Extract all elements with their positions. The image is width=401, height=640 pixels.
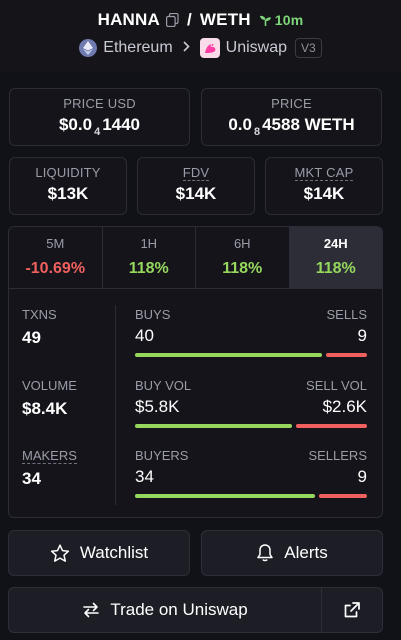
buy-sell-volume-metric: BUY VOL SELL VOL $5.8K $2.6K <box>135 378 367 428</box>
alerts-button[interactable]: Alerts <box>201 530 383 576</box>
market-cap-card: MKT CAP $14K <box>265 157 383 215</box>
volume-value: $8.4K <box>22 399 68 418</box>
trading-stats-panel: 5M -10.69% 1H 118% 6H 118% 24H 118% TXNS… <box>8 226 383 518</box>
buyers-sellers-bar <box>135 494 367 498</box>
price-usd-label: PRICE USD <box>63 96 136 111</box>
watchlist-label: Watchlist <box>79 543 149 562</box>
copy-icon[interactable] <box>165 13 179 27</box>
buyers-value: 34 <box>135 467 154 486</box>
buys-bar-fill <box>135 353 322 357</box>
fdv-label: FDV <box>138 165 254 181</box>
sellers-bar-fill <box>319 494 367 498</box>
chain-link[interactable]: Ethereum <box>103 39 173 56</box>
price-native-label: PRICE <box>271 96 312 111</box>
txns-label: TXNS <box>22 307 57 322</box>
price-native-zero-count: 8 <box>253 126 261 138</box>
tab-5m-label: 5M <box>46 236 65 251</box>
makers-value: 34 <box>22 469 41 488</box>
timeframe-tabs: 5M -10.69% 1H 118% 6H 118% 24H 118% <box>9 227 382 289</box>
volume-bar <box>135 424 367 428</box>
dex-version-badge: V3 <box>295 38 322 58</box>
bell-icon <box>257 544 274 562</box>
buys-sells-metric: BUYS SELLS 40 9 <box>135 307 367 357</box>
sell-vol-label: SELL VOL <box>306 378 367 393</box>
tab-5m-change: -10.69% <box>25 260 86 277</box>
price-native-card: PRICE 0.0 8 4588 WETH <box>201 88 382 146</box>
open-external-button[interactable] <box>321 587 383 633</box>
sell-vol-value: $2.6K <box>322 397 367 416</box>
tab-1h-label: 1H <box>140 236 158 251</box>
chain-info: Ethereum Uniswap V3 <box>0 38 401 58</box>
buys-label: BUYS <box>135 307 171 322</box>
txns-value: 49 <box>22 328 41 347</box>
stats-divider <box>115 305 116 505</box>
star-icon <box>50 543 69 562</box>
tab-1h[interactable]: 1H 118% <box>103 227 196 288</box>
buyers-label: BUYERS <box>135 448 189 463</box>
price-usd-value: $0.0 4 1440 <box>10 115 189 138</box>
sells-label: SELLS <box>326 307 367 322</box>
tab-24h-change: 118% <box>315 260 356 277</box>
swap-arrows-icon <box>83 602 100 618</box>
pair-separator: / <box>186 10 192 29</box>
price-usd-digits: 1440 <box>102 115 141 134</box>
makers-label: MAKERS <box>22 448 77 464</box>
volume-metric: VOLUME $8.4K <box>22 378 77 419</box>
makers-label-text: MAKERS <box>22 448 77 464</box>
tab-6h-change: 118% <box>222 260 263 277</box>
pair-age-value: 10m <box>274 12 304 28</box>
external-link-icon <box>344 602 360 618</box>
fdv-value: $14K <box>175 184 217 203</box>
buy-vol-label: BUY VOL <box>135 378 192 393</box>
uniswap-icon <box>199 38 220 58</box>
tab-5m[interactable]: 5M -10.69% <box>9 227 103 288</box>
price-native-value: 0.0 8 4588 WETH <box>202 115 381 138</box>
buy-vol-bar-fill <box>135 424 292 428</box>
sell-vol-bar-fill <box>296 424 367 428</box>
liquidity-card: LIQUIDITY $13K <box>9 157 127 215</box>
trade-button[interactable]: Trade on Uniswap <box>8 587 322 633</box>
watchlist-button[interactable]: Watchlist <box>8 530 190 576</box>
buys-sells-bar <box>135 353 367 357</box>
buyers-bar-fill <box>135 494 315 498</box>
makers-metric: MAKERS 34 <box>22 448 77 489</box>
tab-1h-change: 118% <box>128 260 169 277</box>
quote-token-symbol: WETH <box>199 10 251 29</box>
pair-header: HANNA / WETH 10m Ethereum Uniswap V3 <box>0 0 401 72</box>
pair-age: 10m <box>259 12 304 28</box>
buy-vol-value: $5.8K <box>135 397 180 416</box>
sells-bar-fill <box>326 353 367 357</box>
fdv-label-text: FDV <box>182 165 210 181</box>
liquidity-label: LIQUIDITY <box>35 165 101 180</box>
buyers-sellers-metric: BUYERS SELLERS 34 9 <box>135 448 367 498</box>
tab-24h[interactable]: 24H 118% <box>289 227 382 288</box>
market-cap-value: $14K <box>303 184 345 203</box>
price-usd-prefix: $0.0 <box>58 115 93 134</box>
volume-label: VOLUME <box>22 378 77 393</box>
price-usd-card: PRICE USD $0.0 4 1440 <box>9 88 190 146</box>
txns-metric: TXNS 49 <box>22 307 57 348</box>
dex-link[interactable]: Uniswap <box>225 39 288 56</box>
sellers-value: 9 <box>357 467 367 486</box>
market-cap-label: MKT CAP <box>266 165 382 181</box>
price-native-prefix: 0.0 <box>228 115 252 134</box>
tab-24h-label: 24H <box>323 236 348 251</box>
chevron-right-icon <box>183 39 190 57</box>
sprout-icon <box>259 15 271 26</box>
sells-value: 9 <box>357 326 367 345</box>
ethereum-icon <box>79 39 98 57</box>
price-native-digits: 4588 WETH <box>262 115 355 134</box>
buys-value: 40 <box>135 326 154 345</box>
sellers-label: SELLERS <box>308 448 367 463</box>
market-cap-label-text: MKT CAP <box>294 165 354 181</box>
pair-title: HANNA / WETH 10m <box>0 10 401 30</box>
liquidity-value: $13K <box>47 184 89 203</box>
price-usd-zero-count: 4 <box>94 126 101 138</box>
alerts-label: Alerts <box>284 543 328 562</box>
base-token-symbol: HANNA <box>97 10 160 29</box>
trade-label: Trade on Uniswap <box>110 600 248 619</box>
fdv-card: FDV $14K <box>137 157 255 215</box>
tab-6h-label: 6H <box>233 236 251 251</box>
tab-6h[interactable]: 6H 118% <box>196 227 290 288</box>
